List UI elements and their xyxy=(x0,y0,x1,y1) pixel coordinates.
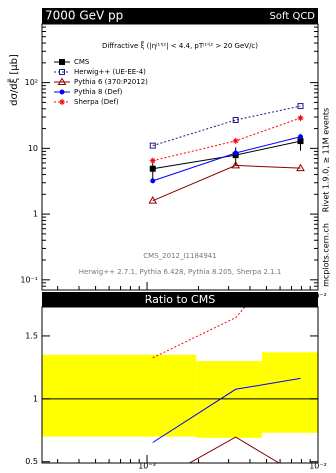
legend-marker xyxy=(59,89,65,95)
legend-label: CMS xyxy=(74,58,90,66)
marker xyxy=(150,178,156,184)
marker xyxy=(297,138,304,145)
y-tick-label: 0.5 xyxy=(25,457,38,466)
x-tick-label: 10⁻² xyxy=(309,462,327,471)
x-tick-label: 10⁻² xyxy=(309,292,327,301)
marker xyxy=(296,163,305,172)
error-band xyxy=(261,352,318,433)
legend-label: Herwig++ (UE-EE-4) xyxy=(74,68,146,76)
ratio-line xyxy=(188,436,280,463)
marker xyxy=(149,157,156,164)
header-right: Soft QCD xyxy=(270,11,316,22)
ratio-area xyxy=(42,95,318,463)
y-tick-label: 1 xyxy=(33,210,38,219)
legend-label: Sherpa (Def) xyxy=(74,98,119,106)
ratio-line xyxy=(152,307,246,359)
marker xyxy=(233,150,239,156)
ratio-header xyxy=(42,292,318,307)
series-line xyxy=(152,136,301,182)
y-tick-label: 10 xyxy=(28,144,38,153)
plot-area xyxy=(148,103,305,204)
frame xyxy=(41,23,319,291)
legend-marker xyxy=(59,69,65,75)
marker xyxy=(297,114,304,121)
analysis: CMS_2012_I1184941 xyxy=(143,252,216,260)
y-tick-label: 10² xyxy=(25,78,38,87)
marker xyxy=(297,134,303,140)
legend-marker xyxy=(59,59,65,65)
series-line xyxy=(152,164,301,202)
error-band xyxy=(42,354,197,437)
series-line xyxy=(152,140,301,170)
y-tick-label: 1 xyxy=(33,394,38,403)
error-band xyxy=(196,361,262,438)
y-tick-label: 10⁻¹ xyxy=(20,275,38,284)
y-tick-label: 1.5 xyxy=(25,331,38,340)
side-text: Rivet 1.9.0, ≥ 11M events xyxy=(322,108,331,212)
series-line xyxy=(152,117,301,162)
marker xyxy=(297,103,304,110)
x-tick-label: 10⁻³ xyxy=(138,292,156,301)
ratio-line xyxy=(153,95,301,243)
series-line xyxy=(152,105,301,147)
marker xyxy=(149,142,156,149)
marker xyxy=(149,165,156,172)
legend-marker xyxy=(57,77,67,85)
ratio-line xyxy=(152,377,301,443)
ratio-title: Ratio to CMS xyxy=(145,293,215,306)
legend-label: Pythia 6 (370:P2012) xyxy=(74,78,148,86)
frame xyxy=(41,306,319,464)
header-left: 7000 GeV pp xyxy=(45,9,123,23)
annotation: Diffractive ξ̃ (|ηʲ¹'ʲ²| < 4.4, pTʲ¹'ʲ² … xyxy=(102,41,258,50)
x-tick-label: 10⁻³ xyxy=(138,462,156,471)
marker xyxy=(232,117,239,124)
marker xyxy=(231,160,241,169)
generators: Herwig++ 2.7.1, Pythia 6.428, Pythia 8.2… xyxy=(79,268,282,276)
legend-marker xyxy=(59,99,65,105)
side-text2: mcplots.cern.ch xyxy=(322,223,331,287)
header-bar xyxy=(42,8,318,24)
marker xyxy=(232,137,239,144)
y-label: dσ/dξ̃ [μb] xyxy=(6,54,20,106)
legend-label: Pythia 8 (Def) xyxy=(74,88,123,96)
marker xyxy=(148,196,158,204)
